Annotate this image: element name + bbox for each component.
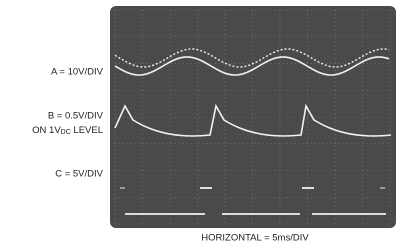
label-b: B = 0.5V/DIV [48,111,104,122]
label-part: ON 1V [32,125,61,136]
label-b-level: ON 1VDC LEVEL [32,125,103,136]
figure: A = 10V/DIV B = 0.5V/DIV ON 1VDC LEVEL C… [0,0,398,246]
label-c: C = 5V/DIV [55,169,103,180]
label-part: LEVEL [71,125,103,136]
footer: HORIZONTAL = 5ms/DIV [201,233,309,244]
label-a: A = 10V/DIV [51,67,104,78]
scope-screen [110,6,396,228]
label-subscript: DC [61,129,71,136]
